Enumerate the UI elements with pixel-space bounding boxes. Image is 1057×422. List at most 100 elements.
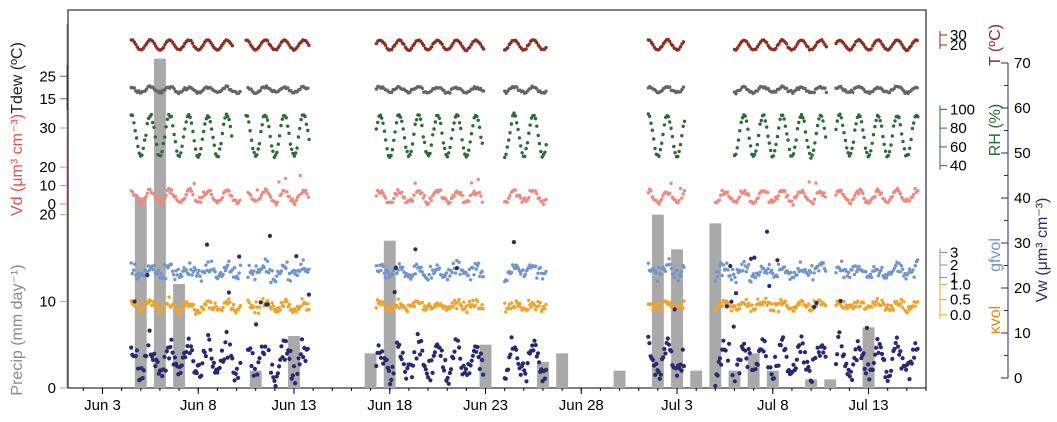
data-point-vd <box>285 190 289 194</box>
data-point-rh <box>516 127 520 132</box>
data-point-gf <box>852 272 857 277</box>
data-point-kvol <box>142 309 146 313</box>
data-point-vd <box>192 181 196 186</box>
data-point-vw <box>288 348 293 354</box>
data-point-vw <box>650 357 656 362</box>
data-point-rh <box>177 154 182 158</box>
data-point-vw <box>225 355 230 360</box>
data-point-rh <box>863 146 868 150</box>
data-point-vd <box>541 202 546 206</box>
vd-tick-label: 20 <box>39 159 56 176</box>
data-point-vd <box>669 181 673 186</box>
data-point-gf <box>206 260 210 264</box>
data-point-gf <box>884 276 889 280</box>
data-point-rh <box>219 141 223 146</box>
data-point-kvol <box>850 303 854 307</box>
data-point-tdew <box>681 85 686 89</box>
data-point-vw <box>461 363 466 368</box>
data-point-kvol <box>504 310 508 314</box>
vw-tick-label: 30 <box>1014 235 1031 252</box>
data-point-vd <box>381 191 385 195</box>
data-point-vw <box>525 361 530 366</box>
data-point-kvol <box>818 298 822 303</box>
data-point-rh <box>169 114 174 119</box>
data-point-vw <box>915 346 920 351</box>
data-point-vd <box>657 202 661 206</box>
data-point-rh <box>893 119 897 123</box>
data-point-rh <box>460 138 464 142</box>
data-point-vw <box>816 350 821 355</box>
data-point-rh <box>275 150 279 155</box>
data-point-gf <box>744 270 749 274</box>
data-point-rh <box>877 115 881 119</box>
gf-tick-label: 3 <box>950 245 958 262</box>
data-point-rh <box>227 117 231 122</box>
data-point-gf <box>444 271 449 275</box>
data-point-gf <box>129 261 133 265</box>
data-point-gf <box>840 259 844 263</box>
data-point-rh <box>773 149 777 153</box>
data-point-rh <box>271 149 275 153</box>
data-point-kvol <box>880 298 884 302</box>
data-point-vd <box>507 196 511 200</box>
data-point-rh <box>846 151 850 155</box>
gf-axis-title: gfvol <box>987 238 1004 272</box>
data-point-vw <box>662 346 667 352</box>
data-point-vw <box>238 360 243 365</box>
data-point-vw <box>822 345 827 350</box>
data-point-rh <box>245 114 250 118</box>
data-point-vw <box>716 359 721 364</box>
data-point-vd <box>467 199 471 203</box>
data-point-rh <box>449 136 454 141</box>
data-point-vw <box>747 351 752 356</box>
data-point-kvol <box>254 300 258 304</box>
data-point-vw <box>457 345 462 350</box>
data-point-gf <box>806 273 811 277</box>
data-point-gf <box>232 266 237 270</box>
data-point-vw <box>215 370 220 375</box>
data-point-vw <box>835 352 840 357</box>
data-point-t <box>535 40 539 45</box>
data-point-gf <box>401 265 405 269</box>
data-point-kvol <box>765 303 769 307</box>
data-point-vd <box>413 181 417 185</box>
data-point-t <box>181 44 185 48</box>
data-point-kvol <box>513 305 517 310</box>
data-point-vw <box>535 351 541 356</box>
data-point-t <box>668 39 672 44</box>
data-point-vw <box>764 229 770 234</box>
data-point-vd <box>735 200 739 205</box>
data-point-vd <box>508 194 512 198</box>
data-point-rh <box>440 131 444 135</box>
data-point-tdew <box>789 89 793 93</box>
data-point-vd <box>426 201 431 205</box>
data-point-t <box>737 43 741 48</box>
data-point-vw <box>752 255 757 260</box>
data-point-kvol <box>856 299 860 303</box>
data-point-gf <box>900 267 905 271</box>
data-point-kvol <box>270 301 274 305</box>
data-point-t <box>678 45 683 49</box>
data-point-rh <box>854 122 858 126</box>
data-point-vd <box>795 193 799 197</box>
data-point-kvol <box>138 309 143 314</box>
data-point-vw <box>267 233 272 238</box>
data-point-vw <box>762 339 767 344</box>
precip-bar <box>537 362 549 388</box>
data-point-gf <box>203 271 207 275</box>
data-point-vw <box>413 247 418 252</box>
data-point-vw <box>910 347 916 352</box>
data-point-gf <box>132 262 137 266</box>
data-point-rh <box>752 152 757 157</box>
data-point-kvol <box>191 302 195 307</box>
data-point-rh <box>515 121 519 125</box>
data-point-vw <box>837 330 842 335</box>
data-point-tdew <box>442 88 446 93</box>
data-point-vw <box>516 361 521 366</box>
data-point-rh <box>179 151 183 155</box>
data-point-vw <box>771 376 777 381</box>
data-point-rh <box>468 140 472 144</box>
data-point-gf <box>679 270 684 274</box>
data-point-rh <box>533 116 538 121</box>
data-point-rh <box>189 121 194 125</box>
